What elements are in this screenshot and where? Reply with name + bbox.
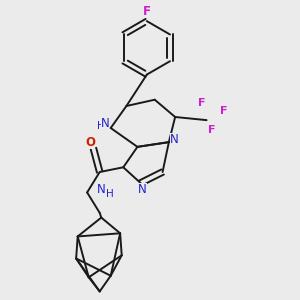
Text: F: F xyxy=(208,125,216,135)
Text: H: H xyxy=(106,189,114,199)
Text: N: N xyxy=(170,133,179,146)
Text: F: F xyxy=(220,106,228,116)
Text: F: F xyxy=(143,5,151,18)
Text: O: O xyxy=(85,136,95,149)
Text: N: N xyxy=(138,183,146,196)
Text: N: N xyxy=(101,117,110,130)
Text: F: F xyxy=(198,98,206,108)
Text: H: H xyxy=(97,122,104,131)
Text: N: N xyxy=(97,183,106,196)
